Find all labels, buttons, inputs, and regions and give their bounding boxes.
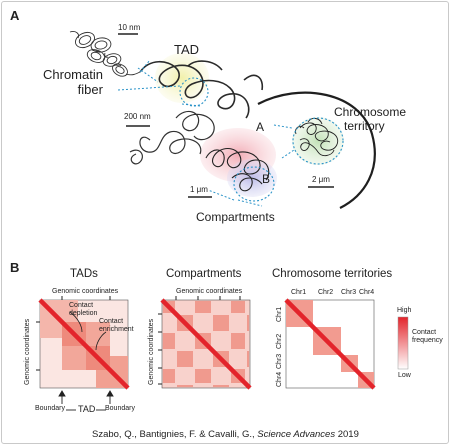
dotted-connectors bbox=[117, 59, 295, 207]
compartment-chromatin-drawing bbox=[205, 147, 270, 192]
contact-enrichment-label: Contact enrichment bbox=[99, 318, 134, 333]
territory-boundary-arc bbox=[257, 91, 376, 209]
chr3-side-label: Chr3 bbox=[276, 353, 283, 369]
compartment-b-label: B bbox=[262, 172, 271, 186]
tad-region bbox=[155, 53, 209, 103]
colorbar-high-label: High bbox=[397, 307, 412, 314]
compartment-a-label: A bbox=[256, 120, 265, 134]
compartment-block bbox=[163, 333, 175, 349]
chr2-top-label: Chr2 bbox=[318, 289, 334, 296]
compartment-block bbox=[231, 301, 245, 313]
compartment-block bbox=[213, 315, 229, 331]
compartments-xlabel: Genomic coordinates bbox=[176, 288, 243, 295]
compartment-block bbox=[213, 385, 229, 387]
territories-heatmap bbox=[284, 298, 376, 390]
chromatin-fiber-label: Chromatin fiber bbox=[43, 67, 103, 97]
compartments-title: Compartments bbox=[166, 268, 242, 280]
boundary-right-label: Boundary bbox=[105, 405, 135, 412]
panel-b-letter: B bbox=[10, 260, 20, 275]
tads-heatmap bbox=[36, 296, 130, 411]
compartment-block bbox=[195, 369, 211, 383]
chromosome-territory-label: Chromosome territory bbox=[334, 105, 407, 133]
compartment-block bbox=[247, 315, 249, 331]
citation: Szabo, Q., Bantignies, F. & Cavalli, G.,… bbox=[92, 429, 359, 440]
tads-ylabel: Genomic coordinates bbox=[24, 318, 31, 385]
colorbar bbox=[397, 316, 409, 370]
scale-label-200nm: 200 nm bbox=[124, 112, 151, 121]
territory-region bbox=[292, 117, 344, 165]
colorbar-low-label: Low bbox=[398, 372, 411, 379]
tad-label: TAD bbox=[174, 42, 200, 57]
panel-a-letter: A bbox=[10, 8, 20, 23]
compartments-label: Compartments bbox=[196, 210, 275, 224]
scale-label-1um: 1 μm bbox=[190, 185, 208, 194]
compartment-block bbox=[247, 351, 249, 367]
compartment-block bbox=[177, 385, 193, 387]
panel-a-illustration bbox=[69, 31, 376, 209]
compartment-block bbox=[231, 333, 245, 349]
boundary-left-label: Boundary bbox=[35, 405, 65, 412]
tad-span-label: TAD bbox=[78, 404, 96, 414]
chr4-side-label: Chr4 bbox=[276, 371, 283, 387]
territories-title: Chromosome territories bbox=[272, 268, 393, 280]
chr3-top-label: Chr3 bbox=[341, 289, 357, 296]
compartment-block bbox=[177, 351, 193, 367]
fiber-200nm-drawing bbox=[129, 110, 215, 165]
chr4-top-label: Chr4 bbox=[359, 289, 375, 296]
tads-xlabel: Genomic coordinates bbox=[52, 288, 119, 295]
compartments-ylabel: Genomic coordinates bbox=[148, 318, 155, 385]
tad-loop-drawing bbox=[139, 60, 264, 119]
colorbar-title: Contact frequency bbox=[412, 329, 443, 344]
chr1-side-label: Chr1 bbox=[276, 306, 283, 322]
compartment-block bbox=[195, 301, 211, 313]
scale-label-10nm: 10 nm bbox=[118, 23, 141, 32]
compartment-block bbox=[163, 369, 175, 383]
chromatin-fiber-drawing bbox=[69, 31, 141, 77]
chr2-side-label: Chr2 bbox=[276, 333, 283, 349]
scale-label-2um: 2 μm bbox=[312, 175, 330, 184]
dotted-outlines bbox=[179, 77, 344, 202]
compartments-heatmap bbox=[158, 296, 252, 390]
contact-depletion-label: Contact depletion bbox=[69, 302, 98, 317]
tads-title: TADs bbox=[70, 268, 98, 280]
chr1-top-label: Chr1 bbox=[291, 289, 307, 296]
